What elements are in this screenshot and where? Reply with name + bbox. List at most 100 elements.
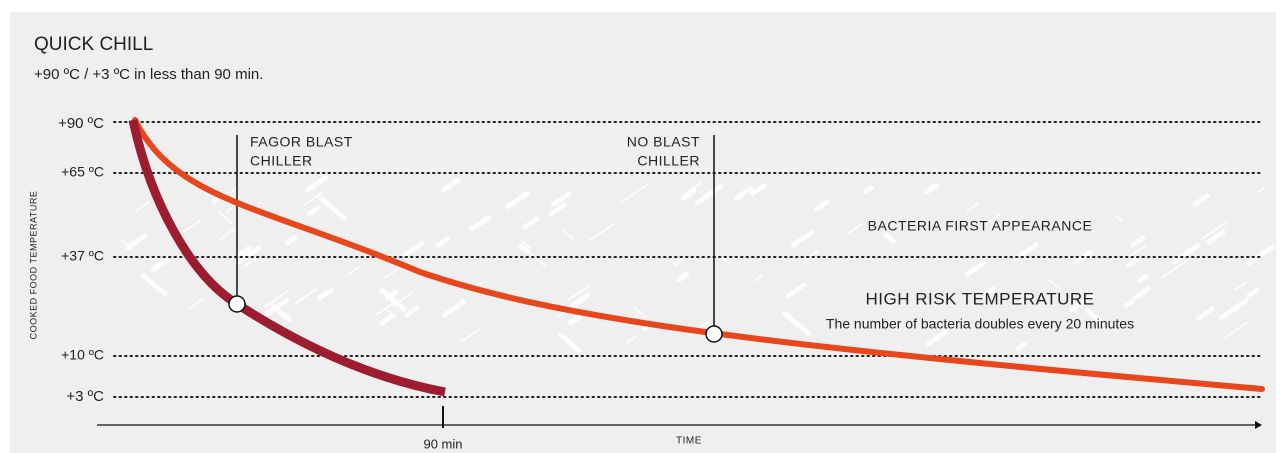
pattern-dash (1161, 258, 1191, 279)
pattern-dash (814, 199, 830, 212)
pattern-dash (1128, 244, 1147, 258)
pattern-dash (733, 185, 754, 201)
pattern-dash (705, 185, 721, 197)
pattern-dash (243, 256, 260, 268)
pattern-dash (188, 297, 205, 310)
pattern-dash (548, 202, 567, 217)
pattern-dash (469, 215, 491, 232)
title: QUICK CHILL (34, 34, 153, 55)
x-tick-label: 90 min (423, 436, 462, 451)
pattern-dash (1218, 298, 1249, 321)
pattern-dash (721, 256, 731, 265)
pattern-dash (964, 260, 986, 277)
pattern-dash (379, 287, 407, 312)
pattern-dash (1047, 278, 1061, 290)
pattern-dash (1084, 307, 1106, 327)
pattern-dash (375, 300, 398, 316)
pattern-dash (925, 329, 949, 347)
pattern-dash (1115, 215, 1123, 222)
pattern-dash (441, 177, 461, 193)
pattern-dash (680, 188, 697, 201)
pattern-dash (1171, 243, 1200, 265)
marker (228, 295, 246, 313)
pattern-dash (218, 211, 233, 224)
pattern-dash (384, 307, 398, 319)
pattern-dash (520, 244, 547, 267)
bacteria-pattern (121, 175, 1276, 353)
pattern-dash (379, 314, 394, 326)
pattern-dash (1013, 242, 1039, 262)
pattern-dash (561, 228, 575, 241)
annotation: NO BLAST (627, 134, 700, 150)
pattern-dash (435, 235, 451, 248)
pattern-dash (781, 310, 811, 336)
pattern-dash (317, 287, 334, 301)
pattern-dash (863, 185, 874, 194)
pattern-dash (567, 284, 591, 301)
pattern-dash (403, 240, 425, 257)
marker (705, 325, 723, 343)
pattern-dash (966, 202, 979, 213)
pattern-dash (270, 303, 292, 323)
pattern-dash (985, 213, 1001, 225)
pattern-dash (219, 228, 236, 240)
pattern-dash (1257, 187, 1265, 194)
pattern-dash (847, 223, 863, 234)
pattern-dash (235, 245, 262, 266)
pattern-dash (264, 289, 290, 308)
annotation: FAGOR BLAST (250, 134, 353, 150)
pattern-dash (557, 332, 582, 353)
pattern-dash (183, 219, 202, 233)
pattern-dash (1015, 341, 1028, 352)
pattern-dash (305, 175, 329, 193)
pattern-dash (1206, 229, 1226, 245)
pattern-dash (285, 235, 298, 246)
pattern-dash (672, 257, 683, 266)
pattern-dash (521, 240, 531, 249)
pattern-dash (459, 328, 480, 343)
pattern-dash (121, 239, 134, 251)
subtitle: +90 ºC / +3 ºC in less than 90 min. (34, 66, 263, 83)
pattern-dash (295, 288, 317, 305)
pattern-dash (1123, 298, 1135, 308)
pattern-dash (625, 335, 637, 344)
pattern-dash (522, 216, 540, 230)
no-blast-curve (132, 117, 1265, 392)
pattern-dash (1246, 287, 1260, 298)
pattern-dash (589, 223, 614, 241)
pattern-dash (1136, 273, 1149, 284)
pattern-dash (347, 265, 361, 276)
pattern-dash (786, 282, 807, 299)
pattern-dash (441, 299, 466, 318)
pattern-dash (749, 183, 767, 197)
pattern-dash (568, 314, 583, 326)
pattern-dash (1125, 255, 1141, 268)
pattern-dash (803, 250, 819, 262)
pattern-dash (676, 272, 690, 283)
pattern-dash (1018, 293, 1035, 306)
pattern-dash (1246, 244, 1276, 266)
pattern-dash (683, 182, 703, 196)
pattern-dash (404, 305, 420, 318)
pattern-dash (307, 205, 321, 217)
annotation: CHILLER (637, 153, 700, 169)
y-label: +65 ºC (61, 164, 104, 180)
pattern-dash (226, 206, 234, 213)
zone-note: The number of bacteria doubles every 20 … (826, 316, 1134, 332)
x-title: TIME (676, 436, 702, 447)
pattern-dash (1234, 281, 1247, 291)
y-title: COOKED FOOD TEMPERATURE (28, 191, 38, 340)
panel (10, 12, 1276, 453)
pattern-dash (1201, 221, 1228, 240)
pattern-dash (141, 273, 168, 297)
zone-label: BACTERIA FIRST APPEARANCE (868, 218, 1093, 234)
pattern-dash (1195, 306, 1215, 321)
annotation: CHILLER (250, 153, 313, 169)
pattern-dash (550, 190, 572, 207)
pattern-dash (1130, 235, 1146, 248)
pattern-dash (150, 257, 170, 273)
pattern-dash (384, 268, 399, 279)
y-label: +90 ºC (58, 115, 104, 132)
pattern-dash (923, 182, 939, 195)
